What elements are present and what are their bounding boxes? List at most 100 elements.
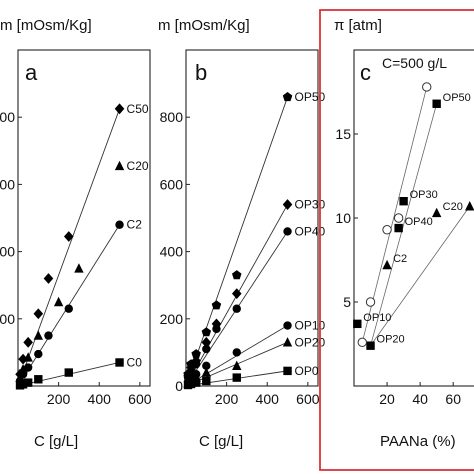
panel-c: π [atm] c C=500 g/L 5 10 15 20 40 60 OP10 OP2… — [319, 9, 474, 471]
panel-a-xlabel: C [g/L] — [34, 433, 78, 450]
ytick-label: 10 — [335, 210, 351, 226]
data-point — [232, 304, 241, 313]
data-point — [23, 336, 33, 348]
xtick-label: 400 — [88, 391, 112, 407]
panel-b-xticks: 200 400 600 — [215, 382, 320, 407]
data-point — [232, 360, 242, 371]
ytick-label: 00 — [0, 244, 15, 260]
panel-b-fit-lines — [185, 96, 288, 387]
series-label: OP20 — [295, 335, 326, 349]
data-point — [33, 330, 44, 340]
panel-c-label: c — [360, 60, 371, 85]
data-point — [202, 344, 211, 354]
ytick-label: 800 — [160, 109, 184, 125]
ytick-label: 400 — [160, 244, 184, 260]
panel-a-fit-lines — [17, 108, 120, 387]
data-point — [283, 227, 292, 236]
fit-line — [185, 96, 288, 387]
data-point — [465, 201, 474, 211]
xtick-label: 600 — [296, 391, 320, 407]
point-label: OP50 — [443, 92, 471, 104]
fit-line — [17, 108, 120, 387]
panel-b-label: b — [195, 60, 207, 85]
xtick-label: 40 — [412, 391, 428, 407]
series-label: OP30 — [295, 198, 326, 212]
data-point — [114, 103, 125, 115]
data-point — [33, 308, 44, 320]
data-point — [283, 321, 292, 330]
data-point — [23, 378, 33, 387]
data-point — [432, 99, 441, 108]
ytick-label: 0 — [175, 378, 183, 394]
data-point — [282, 199, 293, 210]
panel-a-frame — [17, 49, 151, 387]
series-label: OP40 — [295, 224, 326, 238]
data-point — [282, 92, 293, 102]
point-label: C20 — [443, 201, 463, 213]
ytick-label: 200 — [160, 311, 184, 327]
panel-b-xlabel: C [g/L] — [199, 433, 243, 450]
data-point — [382, 259, 392, 270]
series-label: OP0 — [295, 364, 319, 378]
point-label: C2 — [393, 253, 407, 265]
panel-c-yticks: 5 10 15 — [335, 126, 358, 310]
ytick-label: 5 — [343, 294, 351, 310]
data-point — [191, 359, 201, 369]
panel-a-xticks: 200 400 600 — [47, 382, 152, 407]
data-point — [283, 366, 292, 376]
data-point — [231, 288, 242, 299]
ytick-label: 15 — [335, 126, 351, 142]
data-point — [115, 358, 124, 367]
data-point — [232, 270, 242, 280]
data-point — [399, 197, 408, 206]
panel-a-ylabel: m [mOsm/Kg] — [0, 17, 92, 34]
data-point — [53, 296, 64, 307]
series-label: OP50 — [295, 90, 326, 104]
panel-a-label: a — [25, 60, 38, 85]
data-point — [115, 220, 124, 229]
ytick-label: 00 — [0, 176, 15, 192]
data-point — [211, 300, 222, 310]
data-point — [191, 349, 201, 359]
data-point — [201, 336, 212, 348]
series-label: OP10 — [295, 319, 326, 333]
data-point — [186, 379, 196, 389]
fit-line — [370, 206, 471, 346]
data-point — [44, 331, 53, 340]
data-point — [18, 370, 28, 379]
xtick-label: 600 — [128, 391, 152, 407]
panel-c-point-labels: OP10OP20OP30OP40OP50C2C20C50 — [363, 92, 471, 346]
data-point — [357, 337, 367, 348]
ytick-label: 00 — [0, 109, 15, 125]
data-point — [64, 304, 73, 313]
data-point — [18, 353, 28, 365]
xtick-label: 60 — [445, 391, 461, 407]
data-point — [114, 160, 125, 171]
point-label: OP20 — [377, 334, 405, 346]
data-point — [353, 319, 362, 329]
data-point — [366, 341, 375, 350]
xtick-label: 400 — [256, 391, 280, 407]
data-point — [191, 378, 201, 387]
data-point — [64, 368, 73, 377]
data-point — [74, 263, 84, 273]
panel-b: m [mOsm/Kg] b 0 200 400 600 800 200 400 600 OP… — [158, 17, 326, 450]
data-point — [393, 213, 404, 223]
data-point — [382, 225, 392, 235]
panel-b-marks — [183, 92, 293, 390]
data-point — [43, 273, 54, 284]
panel-b-yticks: 0 200 400 600 800 — [160, 109, 190, 394]
panel-c-highlight-box — [319, 9, 474, 471]
panel-b-series-labels: OP50 OP30 OP40 OP10 OP20 OP0 — [295, 90, 326, 378]
series-label: C0 — [127, 355, 143, 369]
fit-line — [370, 103, 438, 346]
panel-c-marks — [353, 82, 474, 350]
series-label: C50 — [127, 102, 149, 116]
data-point — [34, 375, 43, 384]
point-label: OP10 — [363, 312, 391, 324]
data-point — [212, 324, 221, 334]
panel-c-annotation: C=500 g/L — [382, 55, 447, 71]
ytick-label: 600 — [160, 176, 184, 192]
point-label: OP40 — [405, 216, 433, 228]
